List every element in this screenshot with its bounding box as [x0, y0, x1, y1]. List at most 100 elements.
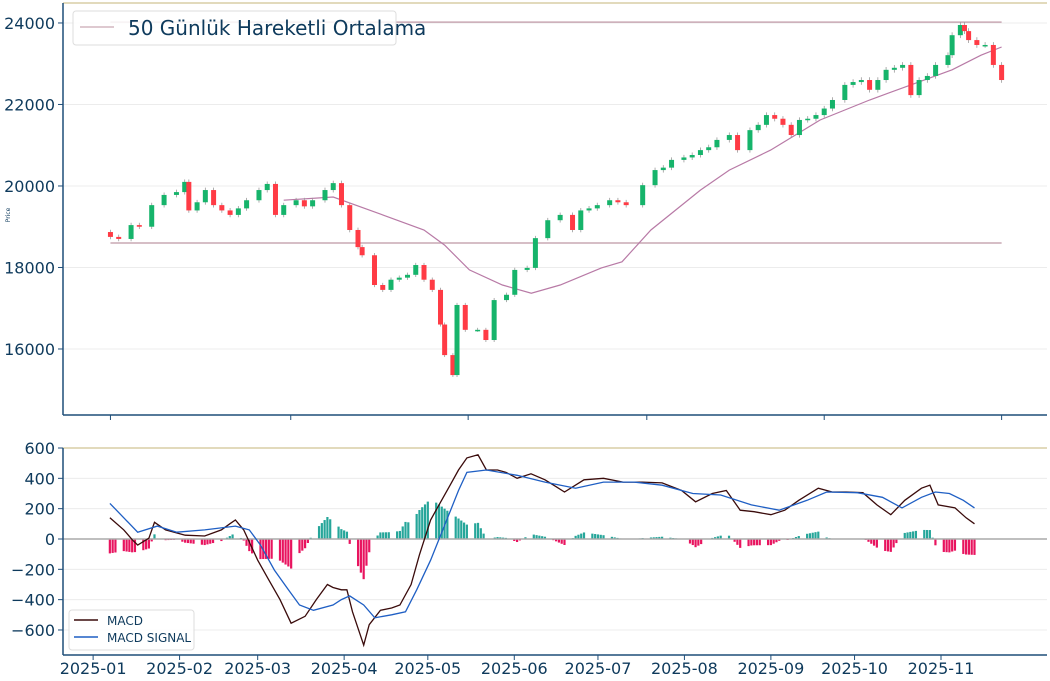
- histogram-bar-negative: [301, 539, 303, 551]
- y-tick-label: 0: [45, 530, 55, 549]
- histogram-bar-negative: [770, 539, 772, 545]
- x-tick-label: 2025-03: [224, 659, 291, 677]
- candle-down: [615, 200, 620, 202]
- histogram-bar-negative: [298, 539, 300, 553]
- candle-down: [966, 31, 971, 40]
- candle-up: [669, 160, 674, 168]
- histogram-bar-positive: [382, 532, 384, 539]
- candle-down: [372, 255, 377, 285]
- histogram-bar-negative: [968, 539, 970, 555]
- histogram-bar-positive: [324, 520, 326, 539]
- histogram-bar-positive: [457, 519, 459, 539]
- histogram-bar-negative: [365, 539, 367, 566]
- candle-up: [492, 300, 497, 340]
- candle-up: [892, 68, 897, 70]
- candle-down: [422, 265, 427, 280]
- histogram-bar-positive: [416, 514, 418, 539]
- histogram-bar-negative: [114, 539, 116, 552]
- histogram-bar-negative: [245, 539, 247, 546]
- histogram-bar-negative: [884, 539, 886, 551]
- candle-down: [211, 190, 216, 205]
- histogram-bar-positive: [418, 510, 420, 539]
- histogram-bar-negative: [363, 539, 365, 579]
- histogram-bar-negative: [204, 539, 206, 545]
- candle-up: [512, 270, 517, 295]
- histogram-bar-negative: [304, 539, 306, 548]
- candle-up: [475, 330, 480, 332]
- macd-legend: MACD MACD SIGNAL: [69, 610, 194, 650]
- candle-up: [405, 275, 410, 278]
- candle-up: [706, 147, 711, 150]
- histogram-bar-negative: [268, 539, 270, 559]
- histogram-bar-positive: [402, 526, 404, 539]
- histogram-bar-negative: [360, 539, 362, 573]
- histogram-bar-positive: [812, 533, 814, 539]
- candle-up: [558, 215, 563, 220]
- legend-ma-label: 50 Günlük Hareketli Ortalama: [128, 16, 426, 40]
- candle-up: [714, 140, 719, 147]
- histogram-bar-negative: [739, 539, 741, 548]
- y-tick-label: 200: [24, 500, 55, 519]
- histogram-bar-negative: [109, 539, 111, 553]
- y-axis-label: Price: [5, 207, 12, 222]
- histogram-bar-negative: [759, 539, 761, 545]
- histogram-bar-negative: [282, 539, 284, 563]
- x-tick-label: 2025-09: [737, 659, 804, 677]
- candle-up: [851, 82, 856, 85]
- histogram-bar-negative: [962, 539, 964, 554]
- candle-up: [859, 80, 864, 82]
- candle-up: [195, 202, 200, 210]
- histogram-bar-negative: [125, 539, 127, 552]
- histogram-bar-positive: [809, 533, 811, 539]
- candle-down: [999, 65, 1004, 80]
- histogram-bar-positive: [591, 534, 593, 539]
- candle-up: [653, 170, 658, 185]
- candle-down: [137, 225, 142, 227]
- candle-up: [455, 305, 460, 375]
- x-tick-label: 2025-01: [60, 659, 127, 677]
- candle-down: [108, 232, 113, 237]
- candle-up: [830, 100, 835, 109]
- candle-down: [570, 215, 575, 230]
- histogram-bar-negative: [934, 539, 936, 545]
- candle-up: [294, 200, 299, 205]
- x-tick-label: 2025-05: [394, 659, 461, 677]
- histogram-bar-positive: [343, 530, 345, 539]
- histogram-bar-positive: [407, 522, 409, 539]
- histogram-bar-positive: [906, 532, 908, 539]
- y-tick-label: −200: [11, 560, 55, 579]
- candle-up: [322, 190, 327, 200]
- candle-down: [430, 280, 435, 290]
- histogram-bar-negative: [148, 539, 150, 549]
- histogram-bar-negative: [973, 539, 975, 555]
- x-tick-label: 2025-02: [146, 659, 213, 677]
- histogram-bar-negative: [767, 539, 769, 545]
- y-tick-label: −400: [11, 591, 55, 610]
- histogram-bar-positive: [404, 522, 406, 539]
- histogram-bar-negative: [954, 539, 956, 551]
- histogram-bar-positive: [455, 517, 457, 539]
- histogram-bar-positive: [318, 526, 320, 539]
- histogram-bar-positive: [438, 505, 440, 539]
- candle-up: [900, 65, 905, 68]
- candle-up: [504, 295, 509, 300]
- histogram-bar-positive: [817, 532, 819, 539]
- candle-up: [413, 265, 418, 275]
- histogram-bar-negative: [876, 539, 878, 548]
- candle-up: [244, 200, 249, 208]
- histogram-bar-positive: [340, 529, 342, 539]
- histogram-bar-positive: [814, 532, 816, 539]
- y-tick-label: −600: [11, 621, 55, 640]
- histogram-bar-positive: [580, 534, 582, 539]
- candle-up: [545, 220, 550, 238]
- candle-down: [780, 119, 785, 125]
- candle-down: [360, 247, 365, 255]
- histogram-bar-positive: [346, 532, 348, 539]
- histogram-bar-positive: [329, 519, 331, 539]
- histogram-bar-negative: [279, 539, 281, 561]
- histogram-bar-negative: [290, 539, 292, 569]
- histogram-bar-negative: [271, 539, 273, 559]
